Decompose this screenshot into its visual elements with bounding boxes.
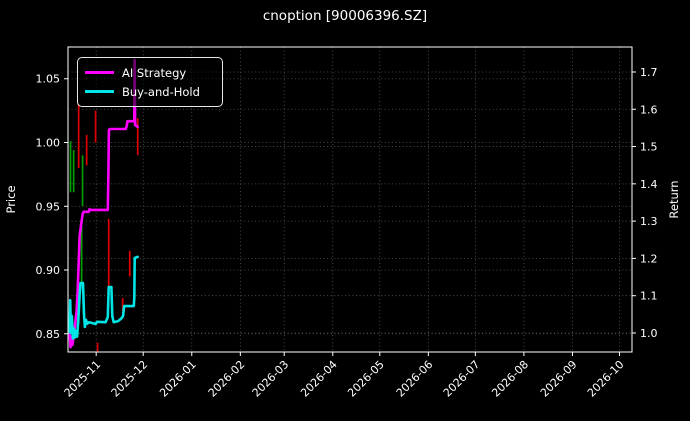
date-tick-label: 2026-05 (345, 358, 387, 400)
return-tick-label: 1.3 (640, 215, 658, 228)
return-tick-label: 1.6 (640, 103, 658, 116)
return-tick-label: 1.2 (640, 252, 658, 265)
date-tick-label: 2025-12 (109, 358, 151, 400)
price-tick-label: 1.00 (36, 137, 61, 150)
date-tick-label: 2025-11 (62, 358, 104, 400)
price-tick-label: 0.90 (36, 264, 61, 277)
return-tick-label: 1.1 (640, 290, 658, 303)
buy-and-hold-line-swatch (85, 90, 114, 93)
legend-item-buy-and-hold: Buy-and-Hold (85, 82, 214, 101)
date-tick-label: 2026-01 (157, 358, 199, 400)
price-bars (69, 104, 139, 352)
legend: AI Strategy Buy-and-Hold (77, 57, 223, 107)
return-tick-label: 1.4 (640, 178, 658, 191)
price-tick-label: 1.05 (36, 73, 61, 86)
return-tick-label: 1.7 (640, 66, 658, 79)
date-tick-label: 2026-10 (585, 358, 627, 400)
date-tick-label: 2026-04 (298, 358, 340, 400)
return-tick-label: 1.0 (640, 327, 658, 340)
axis-titles: Price Return (4, 180, 681, 218)
legend-item-ai-strategy: AI Strategy (85, 63, 214, 82)
date-tick-label: 2026-06 (394, 358, 436, 400)
date-tick-label: 2026-07 (441, 358, 483, 400)
ai-strategy-line-swatch (85, 71, 114, 74)
date-tick-label: 2026-02 (206, 358, 248, 400)
axis-tick-labels: 0.85 0.90 0.95 1.00 1.05 1.0 1.1 1.2 1.3 1.4 1.5 1.… (36, 66, 658, 400)
date-tick-label: 2026-03 (250, 358, 292, 400)
y-right-axis-title: Return (667, 180, 681, 218)
axis-ticks (64, 71, 636, 356)
price-tick-label: 0.95 (36, 200, 61, 213)
legend-label-ai-strategy: AI Strategy (122, 65, 187, 80)
y-left-axis-title: Price (4, 185, 18, 213)
legend-label-buy-and-hold: Buy-and-Hold (122, 84, 200, 99)
series-buy-and-hold (68, 255, 139, 340)
return-tick-label: 1.5 (640, 141, 658, 154)
date-tick-label: 2026-08 (489, 358, 531, 400)
plot-border (67, 46, 633, 353)
price-tick-label: 0.85 (36, 328, 61, 341)
chart-title: cnoption [90006396.SZ] (262, 8, 428, 24)
date-tick-label: 2026-09 (538, 358, 580, 400)
